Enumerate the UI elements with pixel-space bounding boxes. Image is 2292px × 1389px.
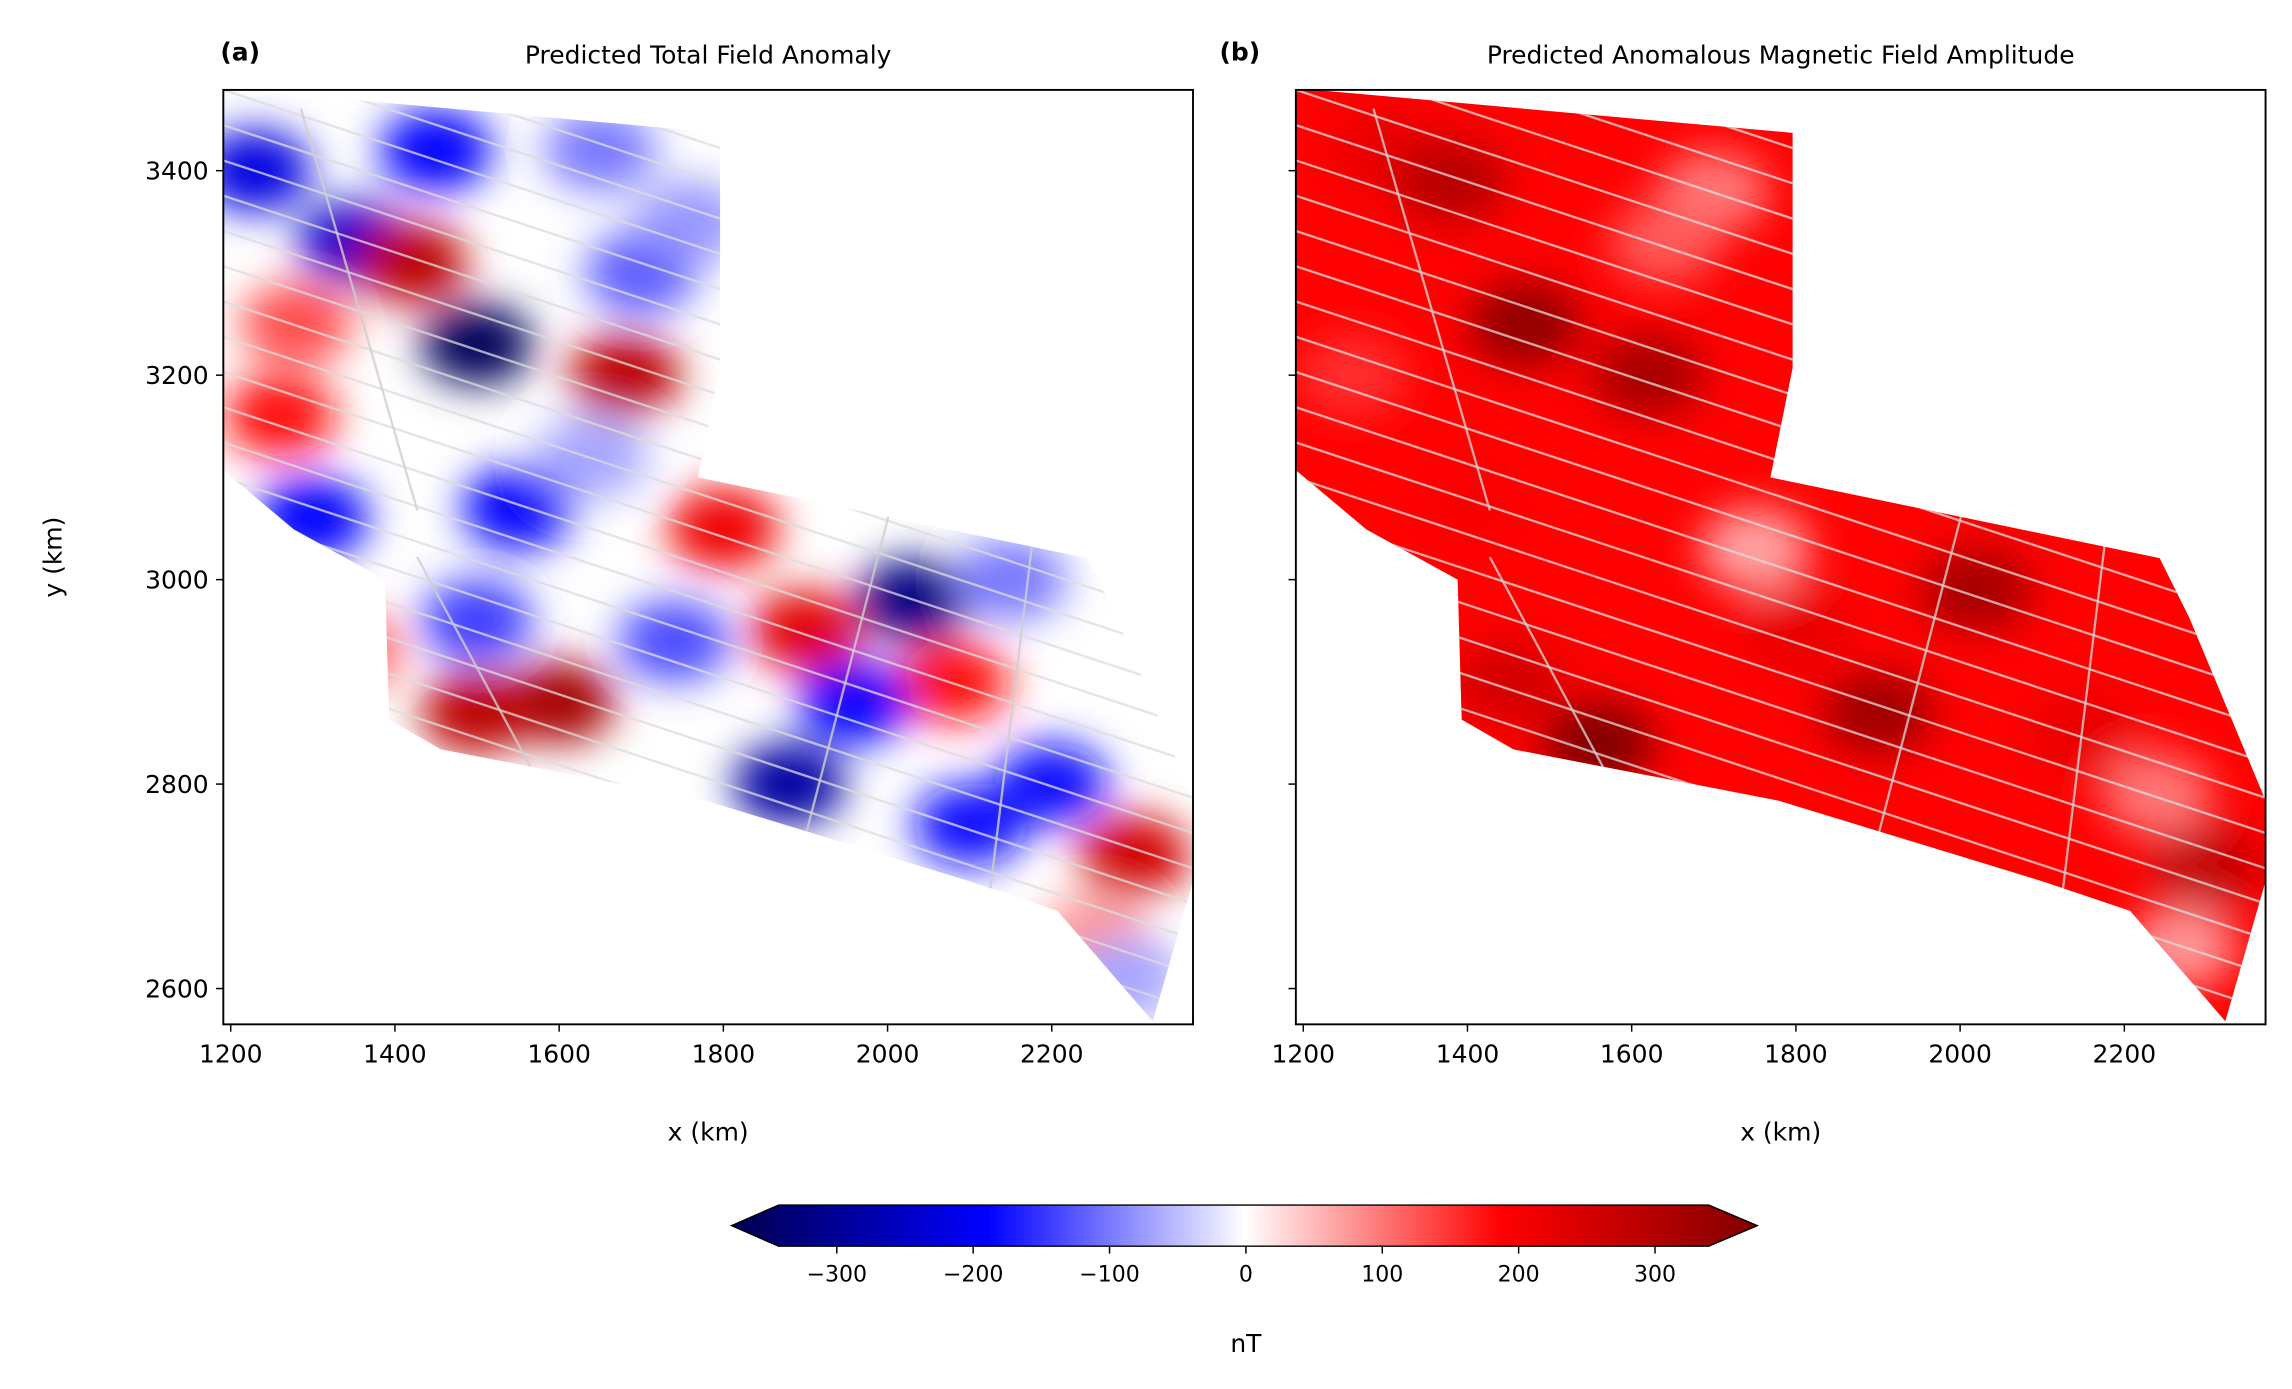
panel-b: (b) Predicted Anomalous Magnetic Field A… bbox=[1219, 38, 2267, 1389]
panel-b-title: Predicted Anomalous Magnetic Field Ampli… bbox=[1487, 40, 2075, 69]
colorbar-tick-label: −300 bbox=[807, 1262, 867, 1287]
flight-line bbox=[1296, 1042, 2266, 1362]
field-anomaly-blob bbox=[421, 671, 533, 754]
field-anomaly-blob bbox=[1469, 282, 1581, 366]
field-anomaly-blob bbox=[995, 742, 1108, 826]
colorbar-tick-label: −200 bbox=[943, 1262, 1003, 1287]
field-anomaly-blob bbox=[798, 661, 911, 744]
field-anomaly-blob bbox=[1395, 139, 1507, 223]
field-anomaly-blob bbox=[224, 374, 336, 458]
tie-line bbox=[1488, 556, 1617, 792]
axes-frame bbox=[222, 88, 1194, 1026]
x-tick-label: 1800 bbox=[1764, 1040, 1828, 1069]
panel-a-ylabel: y (km) bbox=[39, 517, 68, 598]
x-tick-label: 1600 bbox=[527, 1040, 591, 1069]
field-anomaly-blob bbox=[1452, 640, 1565, 723]
x-tick-label: 1400 bbox=[363, 1040, 427, 1069]
field-anomaly-blob bbox=[913, 783, 1026, 867]
y-tick-label: 2800 bbox=[145, 770, 209, 799]
x-tick-label: 2000 bbox=[1928, 1040, 1992, 1069]
y-tick-label: 3200 bbox=[145, 361, 209, 390]
field-anomaly-blob bbox=[1078, 814, 1190, 897]
flight-line bbox=[1295, 441, 2266, 764]
field-anomaly-blob bbox=[2101, 753, 2214, 836]
field-anomaly-blob bbox=[1069, 937, 1182, 1020]
field-anomaly-blob bbox=[1411, 466, 1524, 550]
flight-line bbox=[1295, 476, 2266, 799]
field-anomaly-blob bbox=[240, 282, 353, 366]
x-tick-label: 2200 bbox=[2093, 1040, 2157, 1069]
tie-line bbox=[1876, 463, 1976, 838]
field-anomaly-blob bbox=[1592, 334, 1704, 417]
x-tick-label: 1800 bbox=[692, 1040, 756, 1069]
panel-b-heatmap: 1200 1400 1600 1800 2000 2200 bbox=[1271, 88, 2267, 1389]
field-anomaly-blob bbox=[1608, 201, 1721, 284]
flight-line bbox=[223, 511, 1194, 835]
panel-a-heatmap: 1200 1400 1600 1800 2000 2200 2600 2800 3000 3200… bbox=[145, 88, 1194, 1389]
field-anomaly-blob bbox=[536, 415, 648, 499]
field-anomaly-blob bbox=[733, 742, 845, 826]
x-tick-label: 1200 bbox=[199, 1040, 263, 1069]
colorbar-label: nT bbox=[1230, 1329, 1262, 1358]
colorbar-tick-label: 300 bbox=[1634, 1262, 1676, 1287]
flight-line bbox=[1295, 335, 2266, 658]
flight-line bbox=[223, 370, 1194, 694]
tie-line bbox=[299, 108, 419, 511]
x-tick-label: 2000 bbox=[856, 1040, 920, 1069]
field-anomaly-blob bbox=[421, 579, 533, 662]
panel-a-label: (a) bbox=[220, 38, 260, 67]
flight-line bbox=[223, 406, 1194, 729]
field-anomaly-blob bbox=[667, 487, 780, 570]
flight-line bbox=[223, 441, 1194, 764]
field-anomaly-blob bbox=[634, 180, 747, 263]
x-tick-label: 1600 bbox=[1600, 1040, 1664, 1069]
colorbar-gradient bbox=[729, 1204, 1760, 1247]
field-anomaly-blob bbox=[380, 109, 492, 192]
panel-b-label: (b) bbox=[1219, 38, 1260, 67]
panel-a-title: Predicted Total Field Anomaly bbox=[525, 40, 892, 69]
field-anomaly-blob bbox=[355, 221, 468, 304]
x-tick-label: 1400 bbox=[1436, 1040, 1500, 1069]
x-tick-label: 2200 bbox=[1020, 1040, 1084, 1069]
field-anomaly-blob bbox=[749, 589, 862, 672]
field-anomaly-blob bbox=[1920, 548, 2033, 631]
field-anomaly-blob bbox=[2027, 691, 2140, 775]
flight-line bbox=[223, 335, 1194, 658]
panel-b-xlabel: x (km) bbox=[1740, 1117, 1821, 1146]
field-anomaly-blob bbox=[462, 466, 574, 550]
field-anomaly-blob bbox=[1296, 334, 1409, 417]
colorbar-tick-label: 100 bbox=[1361, 1262, 1403, 1287]
flight-line bbox=[1295, 370, 2266, 694]
y-tick-label: 3400 bbox=[145, 156, 209, 185]
flight-line bbox=[223, 476, 1194, 799]
flight-line bbox=[1295, 406, 2266, 729]
field-anomaly-blob bbox=[256, 477, 369, 560]
axes-frame bbox=[1294, 88, 2267, 1026]
field-anomaly-blob bbox=[1543, 702, 1655, 785]
flight-line bbox=[1295, 511, 2266, 835]
field-anomaly-blob bbox=[897, 640, 1010, 723]
tie-line bbox=[416, 556, 545, 792]
flight-line bbox=[223, 1042, 1193, 1362]
field-anomaly-blob bbox=[954, 538, 1067, 621]
field-anomaly-blob bbox=[289, 610, 402, 693]
tie-line bbox=[1372, 108, 1491, 511]
flight-line bbox=[223, 1112, 1193, 1389]
panel-a-xlabel: x (km) bbox=[668, 1117, 749, 1146]
field-anomaly-blob bbox=[503, 661, 615, 744]
x-tick-label: 1200 bbox=[1271, 1040, 1335, 1069]
y-tick-label: 2600 bbox=[145, 974, 209, 1003]
flight-line bbox=[1296, 1112, 2266, 1389]
colorbar: −300 −200 −100 0 100 200 300 nT bbox=[729, 1204, 1760, 1358]
field-anomaly-blob bbox=[618, 599, 730, 683]
y-tick-label: 3000 bbox=[145, 565, 209, 594]
colorbar-tick-label: 200 bbox=[1498, 1262, 1540, 1287]
colorbar-tick-label: −100 bbox=[1079, 1262, 1139, 1287]
field-anomaly-blob bbox=[1699, 507, 1811, 591]
panel-a: (a) Predicted Total Field Anomaly 1200 14… bbox=[39, 38, 1194, 1389]
colorbar-tick-label: 0 bbox=[1239, 1262, 1253, 1287]
tie-line bbox=[804, 463, 904, 838]
field-anomaly-blob bbox=[2150, 824, 2263, 908]
